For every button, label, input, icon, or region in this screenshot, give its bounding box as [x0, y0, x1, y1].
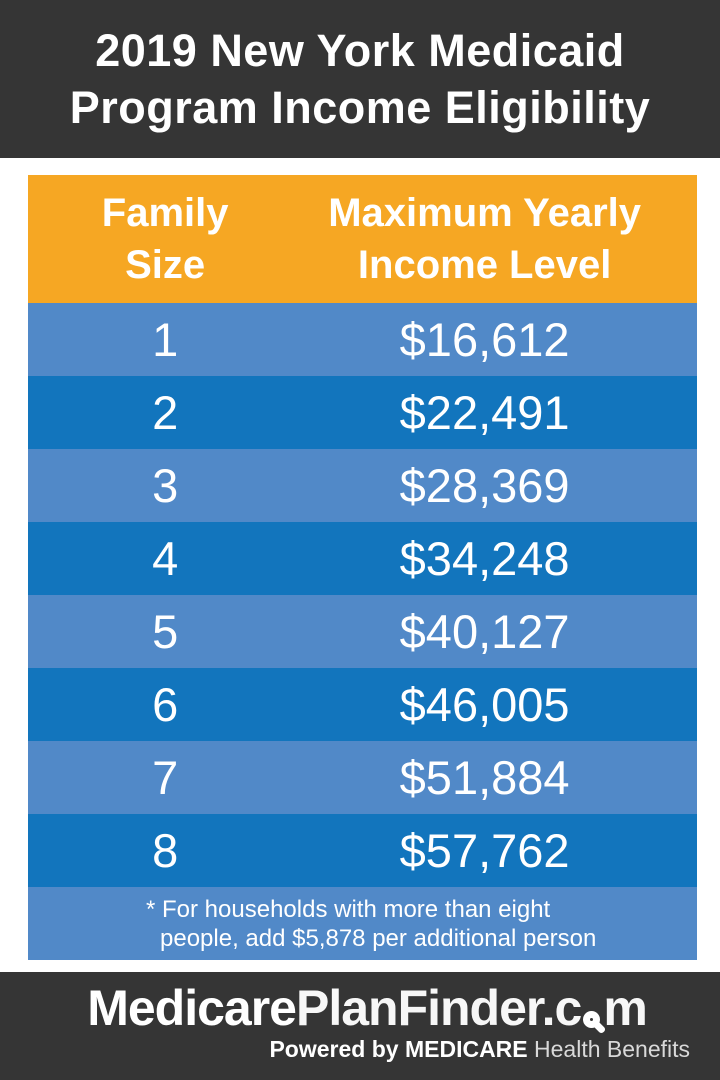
logo-planfinder-text: PlanFinder [295, 980, 543, 1036]
income-value: $34,248 [399, 532, 570, 585]
tagline-powered-by: Powered by [269, 1036, 405, 1062]
income-value: $16,612 [399, 313, 570, 366]
family-size-value: 5 [152, 605, 179, 658]
income-value: $51,884 [399, 751, 570, 804]
title-banner: 2019 New York Medicaid Program Income El… [0, 0, 720, 158]
table-row-1: 1 $16,612 [28, 303, 697, 376]
family-size-value: 3 [152, 459, 179, 512]
table-header-row: Family Size Maximum Yearly Income Level [28, 175, 697, 303]
tagline-medicare-brand: MEDICARE [404, 1036, 528, 1062]
table-row-2: 2 $22,491 [28, 376, 697, 449]
family-size-value: 2 [152, 386, 179, 439]
footer-banner: MedicarePlanFinder.c m Powered by MEDICAR… [0, 972, 720, 1080]
family-size-header-line2: Size [125, 243, 206, 287]
table-row-8: 8 $57,762 [28, 814, 697, 887]
family-size-value: 7 [152, 751, 179, 804]
family-size-header-line1: Family [101, 191, 229, 235]
table-row-6: 6 $46,005 [28, 668, 697, 741]
income-header-line1: Maximum Yearly [328, 191, 642, 235]
magnifier-icon [583, 1011, 601, 1028]
table-row-3: 3 $28,369 [28, 449, 697, 522]
table-row-5: 5 $40,127 [28, 595, 697, 668]
column-header-income-level: Maximum Yearly Income Level [302, 175, 697, 303]
table-row-4: 4 $34,248 [28, 522, 697, 595]
income-value: $28,369 [399, 459, 570, 512]
eligibility-table: Family Size Maximum Yearly Income Level … [28, 175, 697, 960]
logo-m-text: m [603, 980, 647, 1036]
footnote-line-2: people, add $5,878 per additional person [160, 924, 597, 952]
family-size-value: 1 [152, 313, 179, 366]
title-line-1: 2019 New York Medicaid [95, 25, 625, 76]
income-value: $40,127 [399, 605, 570, 658]
title-line-2: Program Income Eligibility [69, 82, 651, 133]
footnote-line-1: * For households with more than eight [146, 895, 551, 923]
table-row-7: 7 $51,884 [28, 741, 697, 814]
income-header-line2: Income Level [357, 243, 612, 287]
family-size-value: 6 [152, 678, 179, 731]
income-value: $57,762 [399, 824, 570, 877]
footer-tagline: Powered by MEDICARE Health Benefits [0, 1036, 720, 1063]
tagline-health-benefits: Health Benefits [527, 1036, 690, 1062]
income-value: $46,005 [399, 678, 570, 731]
column-header-family-size: Family Size [28, 175, 302, 303]
logo-medicare-text: Medicare [87, 980, 297, 1036]
logo-dot-c-text: .c [541, 980, 583, 1036]
table-footnote: * For households with more than eight pe… [28, 887, 697, 960]
family-size-value: 4 [152, 532, 179, 585]
family-size-value: 8 [152, 824, 179, 877]
income-value: $22,491 [399, 386, 570, 439]
medicareplanfinder-logo: MedicarePlanFinder.c m [0, 982, 720, 1034]
